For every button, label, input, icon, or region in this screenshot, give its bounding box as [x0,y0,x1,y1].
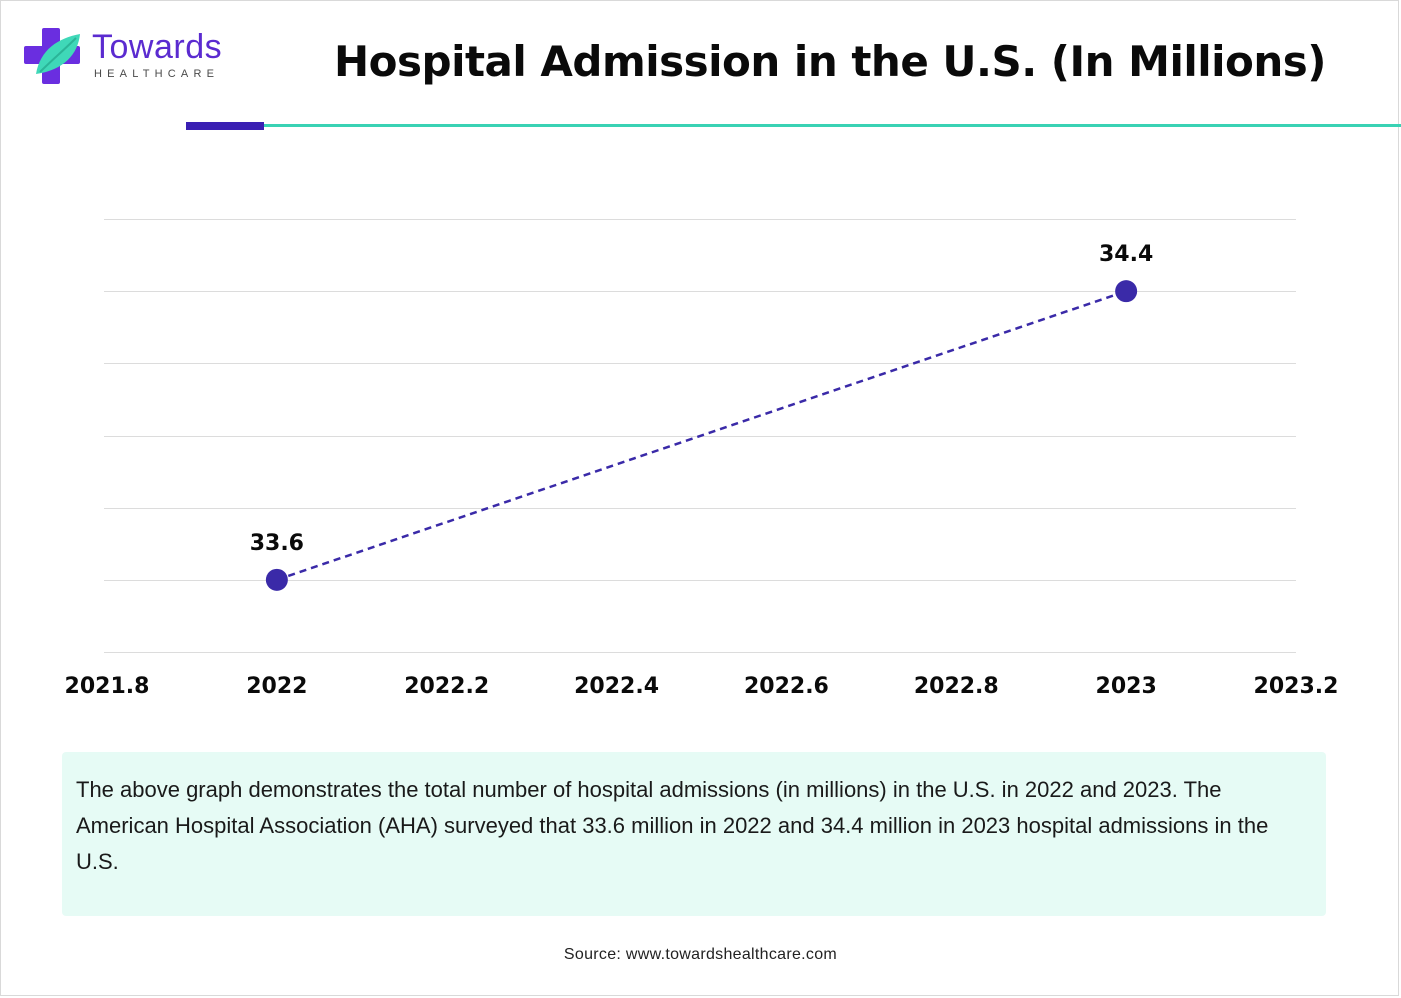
data-point-0 [265,568,288,591]
x-tick-label-4: 2022.6 [744,674,829,699]
chart-gridlines [104,219,1296,653]
header-rule [264,124,1401,127]
x-tick-label-7: 2023.2 [1254,674,1339,699]
header-rule-accent [186,122,264,130]
series-line-0 [276,290,1127,581]
chart-labels: 33.6 34.4 [250,242,1154,556]
x-tick-label-6: 2023 [1096,674,1157,699]
x-tick-label-1: 2022 [246,674,307,699]
data-label-0: 33.6 [250,531,304,556]
description-box: The above graph demonstrates the total n… [62,752,1326,916]
data-label-1: 34.4 [1099,242,1153,267]
brand-name: Towards [92,28,223,66]
description-text: The above graph demonstrates the total n… [76,777,1269,874]
data-point-1 [1115,280,1138,303]
page-title: Hospital Admission in the U.S. (In Milli… [334,37,1326,86]
x-tick-label-5: 2022.8 [914,674,999,699]
x-axis-ticks: 2021.8 2022 2022.2 2022.4 2022.6 2022.8 2023 20… [65,674,1339,699]
brand-logo: Towards HEALTHCARE [22,26,232,86]
source-text: Source: www.towardshealthcare.com [563,946,838,963]
brand-subtitle: HEALTHCARE [94,68,220,80]
chart-canvas: 33.634.4 2021.8 2022 2022.2 2022.4 2022.6 202… [65,219,1339,699]
medical-cross-leaf-icon [24,28,80,84]
x-tick-label-0: 2021.8 [65,674,150,699]
chart-series [265,280,1138,591]
line-chart: 33.6 34.4 2021.8 2022 2022.2 2022.4 2022.6 202… [0,140,1401,720]
x-tick-label-2: 2022.2 [404,674,489,699]
x-tick-label-3: 2022.4 [574,674,659,699]
